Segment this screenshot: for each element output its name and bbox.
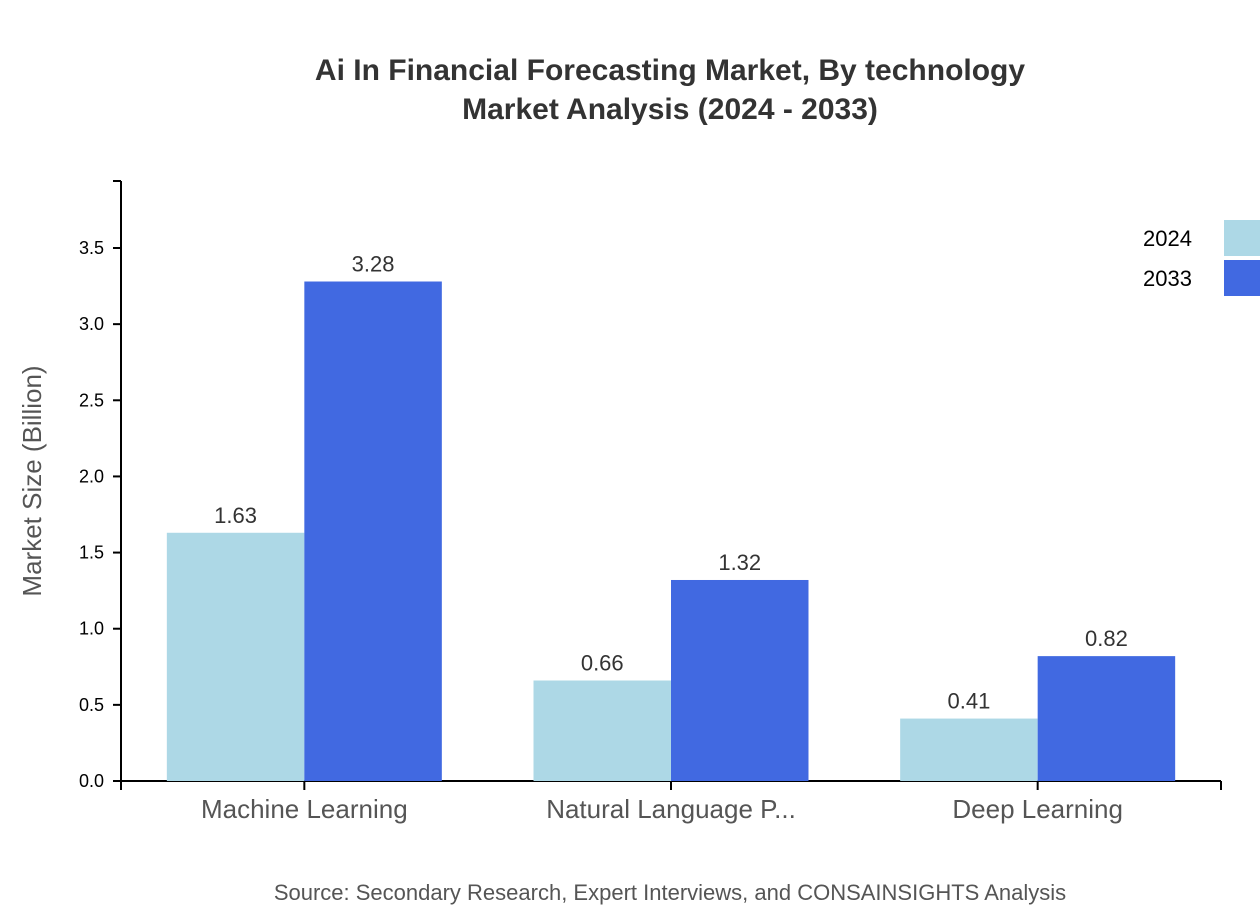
x-tick-label: Machine Learning [201, 794, 408, 824]
x-tick-label: Natural Language P... [546, 794, 796, 824]
legend-label: 2024 [1143, 226, 1192, 251]
y-tick-label: 2.0 [79, 466, 104, 486]
data-label: 1.63 [214, 503, 257, 528]
source-note: Source: Secondary Research, Expert Inter… [274, 880, 1066, 905]
legend-label: 2033 [1143, 266, 1192, 291]
bar-2033 [671, 579, 809, 781]
y-tick-label: 3.0 [79, 314, 104, 334]
legend-swatch-2024 [1224, 220, 1260, 256]
data-label: 0.82 [1085, 626, 1128, 651]
y-axis-label: Market Size (Billion) [17, 365, 47, 596]
y-tick-label: 1.5 [79, 543, 104, 563]
bar-2033 [1037, 656, 1176, 781]
bar-2033 [304, 281, 442, 781]
x-tick-label: Deep Learning [952, 794, 1123, 824]
chart-title: Ai In Financial Forecasting Market, By t… [315, 54, 1025, 87]
data-label: 0.41 [948, 689, 991, 714]
y-tick-label: 2.5 [79, 390, 104, 410]
y-tick-label: 0.0 [79, 771, 104, 791]
y-tick-label: 3.5 [79, 238, 104, 258]
data-label: 3.28 [352, 252, 395, 277]
data-label: 1.32 [718, 550, 761, 575]
data-label: 0.66 [581, 650, 624, 675]
bar-2024 [900, 718, 1038, 781]
y-tick-label: 0.5 [79, 695, 104, 715]
y-tick-label: 1.0 [79, 619, 104, 639]
chart-subtitle: Market Analysis (2024 - 2033) [462, 93, 878, 126]
bar-2024 [533, 680, 671, 781]
legend-swatch-2033 [1224, 260, 1260, 296]
bar-2024 [166, 532, 305, 781]
